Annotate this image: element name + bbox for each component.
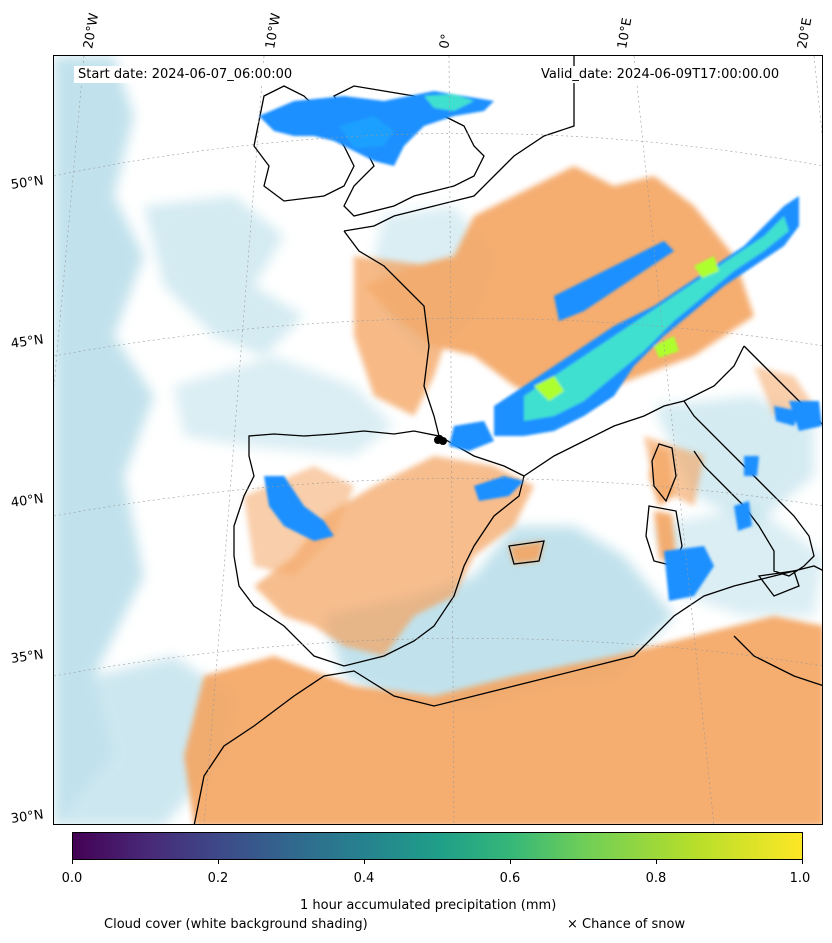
colorbar-tick-label: 0.8 <box>645 871 667 886</box>
colorbar-tickmark <box>802 860 803 864</box>
precipitation-areas <box>259 91 822 601</box>
colorbar <box>72 832 803 860</box>
lon-label-20e: 20°E <box>795 16 816 51</box>
colorbar-tick-label: 1.0 <box>789 871 811 886</box>
weather-map <box>53 55 823 825</box>
cloud-cover-note: Cloud cover (white background shading) <box>104 917 368 932</box>
lon-label-0: 0° <box>437 32 455 50</box>
snow-note: × Chance of snow <box>567 917 686 932</box>
colorbar-tick-label: 0.4 <box>353 871 375 886</box>
colorbar-tick-label: 0.6 <box>499 871 521 886</box>
lon-label-10e: 10°E <box>615 16 636 51</box>
lat-label-35n: 35°N <box>10 647 45 667</box>
lat-label-30n: 30°N <box>10 807 45 827</box>
colorbar-label: 1 hour accumulated precipitation (mm) <box>300 898 557 913</box>
map-canvas <box>54 56 822 824</box>
colorbar-tickmark <box>72 860 73 864</box>
start-date-label: Start date: 2024-06-07_06:00:00 <box>74 66 297 83</box>
colorbar-tickmark <box>218 860 219 864</box>
valid-date-label: Valid_date: 2024-06-09T17:00:00.00 <box>537 66 784 83</box>
lat-label-50n: 50°N <box>10 173 45 193</box>
colorbar-tickmark <box>364 860 365 864</box>
lon-label-20w: 20°W <box>81 12 103 51</box>
lat-label-45n: 45°N <box>10 332 45 352</box>
colorbar-tick-label: 0.2 <box>207 871 229 886</box>
colorbar-tick-label: 0.0 <box>61 871 83 886</box>
lon-label-10w: 10°W <box>263 12 285 51</box>
lat-label-40n: 40°N <box>10 491 45 511</box>
colorbar-tickmark <box>656 860 657 864</box>
graticule <box>54 56 822 824</box>
colorbar-tickmark <box>510 860 511 864</box>
snow-markers <box>434 435 447 445</box>
coastlines <box>193 56 822 824</box>
